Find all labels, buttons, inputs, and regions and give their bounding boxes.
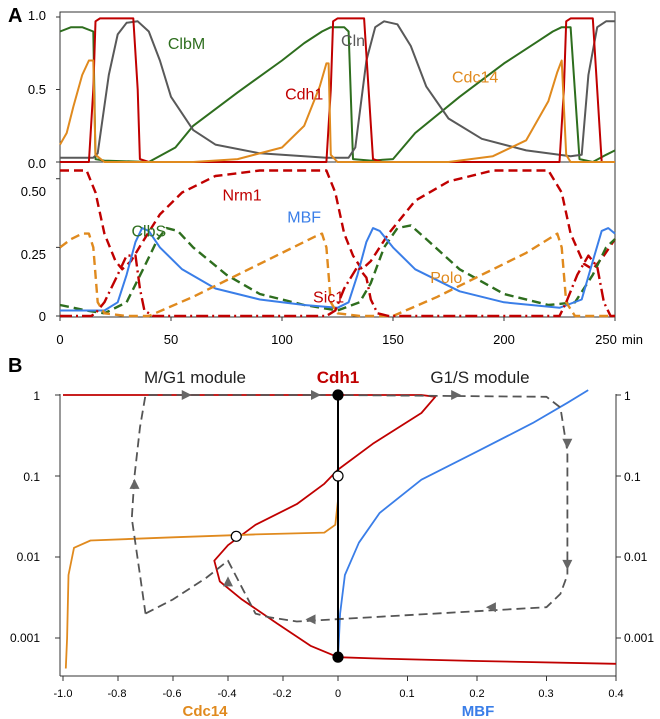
x-tick-label: 50	[164, 332, 178, 347]
series-label-nrm1: Nrm1	[222, 188, 261, 205]
panel-b-curves	[63, 389, 617, 669]
panel-a-ticks	[56, 16, 616, 321]
g1-s-module-header: G1/S module	[430, 368, 529, 387]
panel-a-series-labels: ClbM Cln Cdh1 Cdc14 Nrm1 MBF ClbS Polo Sic1	[131, 33, 498, 306]
series-cln	[60, 20, 615, 159]
panel-b: B M/G1 module Cdh1 G1/S module 1 0.1 0.0…	[8, 355, 654, 719]
x-tick-label: 150	[382, 332, 404, 347]
panel-a-top-frame	[59, 11, 616, 163]
series-label-polo: Polo	[430, 270, 462, 287]
panel-b-ticks	[55, 394, 621, 681]
y-tick-label: 0.50	[21, 184, 46, 199]
x-tick-label: 0.2	[469, 688, 484, 700]
x-tick-label: -0.8	[108, 688, 127, 700]
series-label-mbf: MBF	[287, 210, 321, 227]
trajectory-arrow	[562, 438, 573, 449]
curve-cdc14-curve	[64, 395, 339, 669]
trajectory-arrow	[181, 390, 192, 400]
series-label-cln: Cln	[341, 33, 365, 50]
mbf-axis-label: MBF	[462, 703, 495, 719]
y-tick-label: 0.1	[23, 470, 40, 484]
x-tick-label: 0.3	[538, 688, 553, 700]
series-label-sic1: Sic1	[313, 289, 344, 306]
panel-a-top-series	[59, 17, 616, 163]
series-clbs	[59, 224, 616, 315]
x-tick-label: -0.6	[163, 688, 182, 700]
panel-a: A 1.0 0.5 0.0 0.50 0.25 0 0 50 100 150 2…	[8, 5, 643, 347]
y-tick-label: 0.5	[28, 82, 46, 97]
x-tick-label: 250	[595, 332, 617, 347]
series-label-clbs: ClbS	[131, 223, 166, 240]
trajectory-arrow	[451, 390, 462, 400]
trajectory-arrow	[223, 576, 233, 587]
fixed-point-bottom	[332, 651, 344, 663]
x-tick-label: 100	[271, 332, 293, 347]
curve-mbf-curve	[337, 389, 589, 660]
x-tick-label: -0.4	[218, 688, 237, 700]
y-tick-label-right: 0.001	[624, 631, 654, 645]
trajectory-arrow	[305, 614, 316, 625]
x-unit-label: min	[622, 332, 643, 347]
y-tick-label-right: 0.1	[624, 470, 641, 484]
y-tick-label: 0	[39, 309, 46, 324]
panel-b-fixed-points	[230, 389, 344, 663]
series-cdh1	[60, 17, 615, 163]
y-tick-label: 0.25	[21, 247, 46, 262]
y-tick-label-right: 1	[624, 389, 631, 403]
cdc14-axis-label: Cdc14	[182, 703, 228, 719]
x-tick-label: 0.4	[608, 688, 623, 700]
x-tick-label: -0.2	[273, 688, 292, 700]
y-tick-label-right: 0.01	[624, 550, 648, 564]
m-g1-module-header: M/G1 module	[144, 368, 246, 387]
fixed-point-mid	[332, 470, 344, 482]
y-tick-label: 0.01	[17, 550, 41, 564]
y-tick-label: 0.0	[28, 156, 46, 171]
cdh1-header: Cdh1	[317, 368, 360, 387]
series-label-cdc14: Cdc14	[452, 69, 498, 86]
series-nrm1	[60, 169, 616, 271]
x-tick-label: 0	[335, 688, 341, 700]
y-tick-label: 0.001	[10, 631, 40, 645]
series-label-clbm: ClbM	[168, 36, 205, 53]
x-tick-label: 200	[493, 332, 515, 347]
x-tick-label: -1.0	[54, 688, 73, 700]
fixed-point-left	[230, 530, 242, 542]
y-tick-label: 1	[33, 389, 40, 403]
series-clbm	[59, 26, 616, 163]
series-polo	[59, 232, 615, 318]
panel-b-trajectory-arrows	[129, 390, 573, 625]
curve-trajectory	[130, 394, 569, 623]
trajectory-arrow	[485, 602, 496, 613]
trajectory-arrow	[129, 478, 140, 489]
x-tick-label: 0.1	[399, 688, 414, 700]
x-tick-label: 0	[56, 332, 63, 347]
trajectory-arrow	[311, 390, 321, 400]
panel-a-letter: A	[8, 5, 22, 27]
panel-b-letter: B	[8, 355, 22, 377]
series-label-cdh1: Cdh1	[285, 87, 323, 104]
trajectory-arrow	[562, 559, 573, 570]
panel-a-bottom-series	[59, 169, 616, 318]
y-tick-label: 1.0	[28, 8, 46, 23]
fixed-point-top	[332, 389, 344, 401]
series-cdc14	[59, 59, 615, 163]
series-sic1	[60, 254, 615, 318]
